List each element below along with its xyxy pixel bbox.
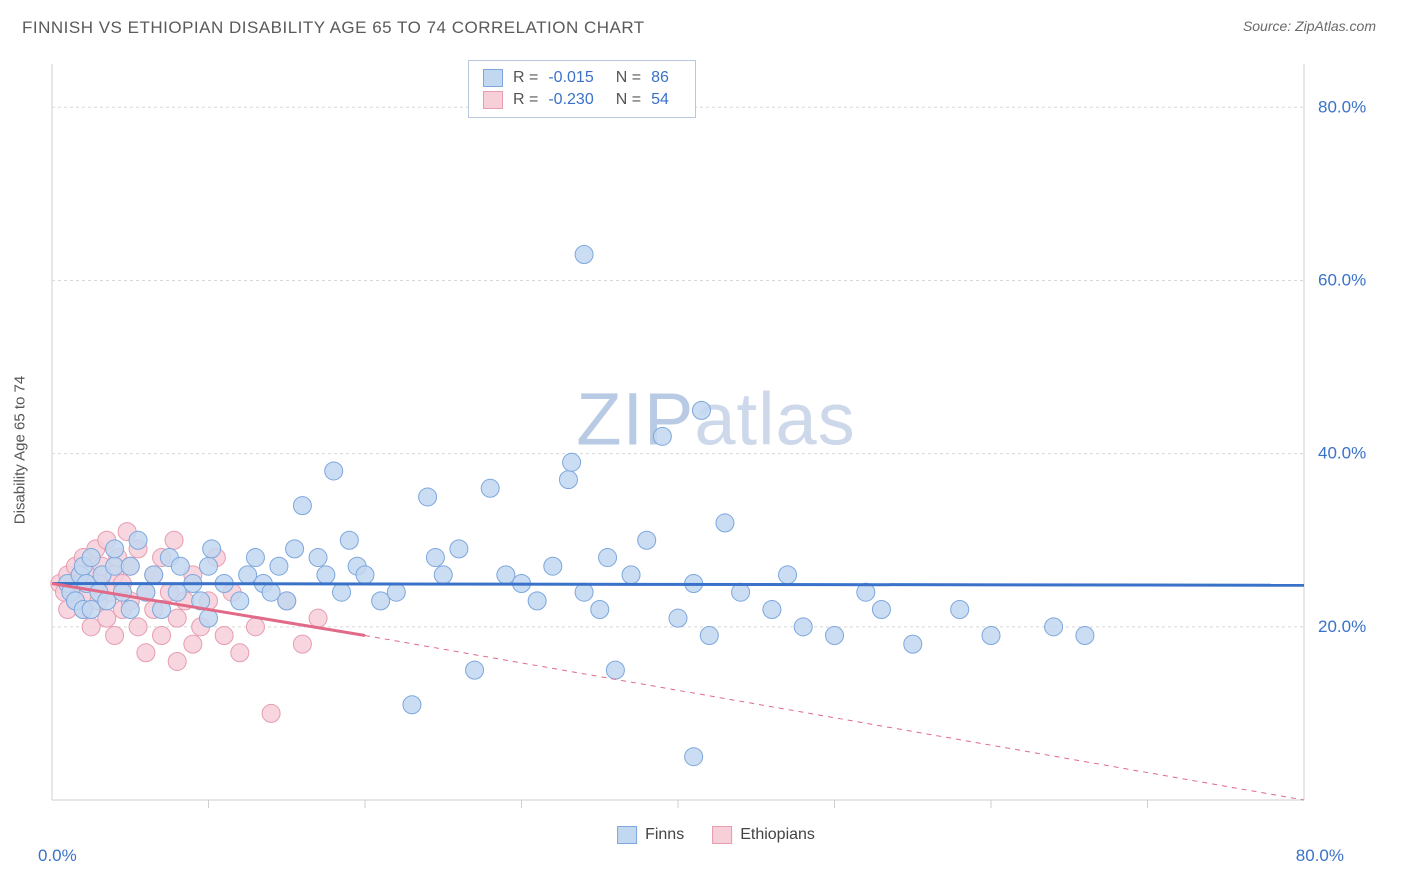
source-attribution: Source: ZipAtlas.com bbox=[1243, 18, 1376, 34]
svg-text:20.0%: 20.0% bbox=[1318, 617, 1366, 636]
stats-row: R = -0.230N = 54 bbox=[483, 89, 681, 111]
legend-swatch bbox=[712, 826, 732, 844]
x-axis-min-label: 0.0% bbox=[38, 846, 77, 866]
correlation-stats-box: R = -0.015N = 86R = -0.230N = 54 bbox=[468, 60, 696, 118]
x-axis-max-label: 80.0% bbox=[1296, 846, 1344, 866]
series-legend: Finns Ethiopians bbox=[617, 826, 815, 844]
legend-item: Ethiopians bbox=[712, 826, 815, 844]
legend-item: Finns bbox=[617, 826, 684, 844]
chart-title: FINNISH VS ETHIOPIAN DISABILITY AGE 65 T… bbox=[22, 18, 645, 38]
svg-text:80.0%: 80.0% bbox=[1318, 97, 1366, 116]
chart-area: Disability Age 65 to 74 ZIPatlas 20.0%40… bbox=[48, 60, 1384, 840]
stats-row: R = -0.015N = 86 bbox=[483, 67, 681, 89]
scatter-plot: 20.0% 40.0% 60.0% 80.0% bbox=[48, 60, 1384, 840]
series-swatch bbox=[483, 91, 503, 109]
svg-text:60.0%: 60.0% bbox=[1318, 270, 1366, 289]
svg-text:40.0%: 40.0% bbox=[1318, 444, 1366, 463]
y-axis-label: Disability Age 65 to 74 bbox=[12, 376, 29, 524]
legend-swatch bbox=[617, 826, 637, 844]
series-swatch bbox=[483, 69, 503, 87]
